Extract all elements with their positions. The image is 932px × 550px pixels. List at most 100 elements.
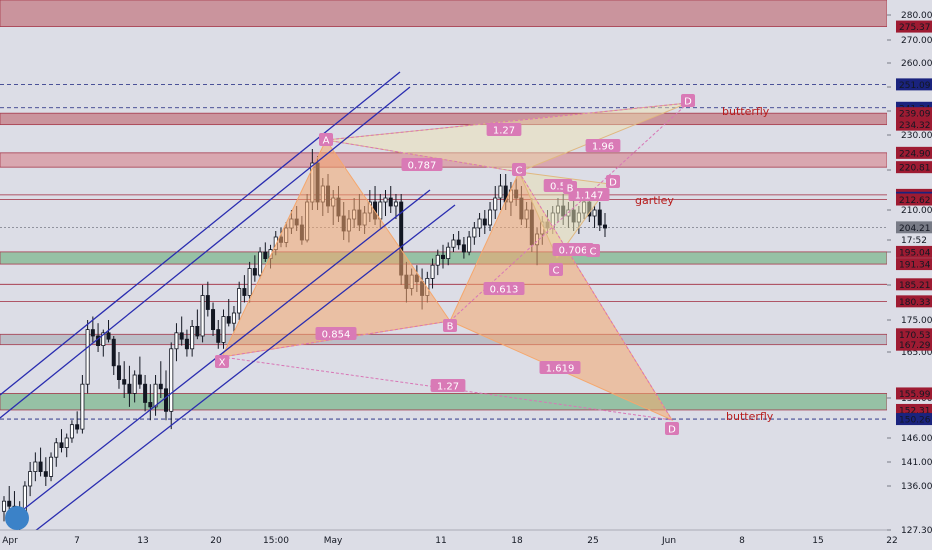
price-label-box: [896, 387, 932, 400]
ratio-line-1: [325, 139, 520, 173]
price-label: 191.34: [899, 261, 931, 271]
candle: [127, 383, 132, 394]
price-label-box: [896, 338, 932, 351]
candle: [111, 338, 116, 367]
point-label-box: [563, 181, 577, 194]
ratio-label: 1.27: [437, 382, 459, 393]
x-tick-label: 15: [812, 536, 823, 546]
point-label: X: [219, 358, 226, 369]
candle: [85, 329, 90, 385]
price-label-box: [896, 118, 932, 131]
candle: [477, 218, 482, 229]
y-tick-label: 127.30: [901, 526, 932, 536]
price-label-box: [896, 278, 932, 291]
y-tick-label: 280.00: [901, 11, 932, 21]
point-label-box: [215, 355, 229, 368]
candle: [64, 437, 69, 449]
candle: [75, 424, 80, 430]
channel-line-0: [0, 71, 401, 396]
candle: [132, 374, 137, 394]
candle: [106, 332, 111, 340]
x-tick-label: May: [324, 536, 343, 546]
x-tick-label: 20: [210, 536, 222, 546]
candle: [137, 374, 142, 385]
ratio-label-box: [585, 139, 621, 152]
point-label: D: [668, 425, 676, 436]
price-label-box: [896, 107, 932, 120]
candle: [190, 325, 195, 350]
candle: [597, 209, 602, 226]
price-label: 204.21: [899, 224, 931, 234]
countdown-label: 17:52: [901, 236, 927, 246]
price-label: 195.04: [899, 248, 931, 258]
x-tick-label: 13: [137, 536, 148, 546]
channel-line-3: [29, 204, 456, 536]
ratio-label: 0.854: [322, 330, 351, 341]
price-label: 180.33: [899, 298, 931, 308]
y-tick-label: 230.00: [901, 131, 932, 141]
tradingview-logo-icon[interactable]: [5, 506, 29, 530]
candle: [451, 239, 456, 248]
ratio-label-box: [315, 327, 357, 340]
candle: [482, 218, 487, 226]
candle: [164, 388, 169, 412]
ratio-label-box: [483, 282, 525, 295]
candle: [242, 288, 247, 296]
price-label-box: [896, 193, 932, 206]
price-label-box: [896, 20, 932, 33]
point-label: A: [323, 136, 330, 147]
candle: [383, 197, 388, 203]
x-tick-label: 22: [886, 536, 897, 546]
price-label: 224.90: [899, 149, 931, 159]
x-tick-label: 18: [511, 536, 523, 546]
y-tick-label: 260.00: [901, 59, 932, 69]
point-label-box: [681, 94, 695, 107]
price-label: 275.37: [899, 23, 931, 33]
price-label-box: [896, 221, 932, 234]
price-axis: [887, 0, 932, 550]
price-label-box: [896, 295, 932, 308]
candle: [493, 197, 498, 211]
x-tick-label: 7: [74, 536, 80, 546]
candle: [456, 239, 461, 246]
candle: [195, 325, 200, 337]
candle: [122, 379, 127, 385]
candle: [258, 251, 263, 276]
ratio-label-box: [539, 361, 581, 374]
candle: [592, 209, 597, 217]
y-tick-label: 141.00: [901, 458, 932, 468]
ratio-label-box: [401, 158, 443, 171]
ratio-label-box: [552, 243, 594, 256]
candle: [28, 471, 33, 487]
candle: [378, 201, 383, 220]
point-label-box: [606, 175, 620, 188]
x-tick-label: 11: [435, 536, 446, 546]
x-tick-label: 25: [587, 536, 598, 546]
candle: [148, 402, 153, 408]
zone-5: [0, 393, 888, 411]
candle: [252, 268, 257, 276]
x-tick-label: Jun: [661, 536, 676, 546]
candle: [393, 201, 398, 207]
zone-4: [0, 333, 888, 346]
point-label-box: [319, 133, 333, 146]
price-label: 212.62: [899, 196, 931, 206]
candle: [158, 383, 163, 390]
price-label-box: [896, 258, 932, 271]
candle: [200, 295, 205, 337]
price-label: 251.09: [899, 81, 931, 91]
point-label-box: [665, 422, 679, 435]
candle: [430, 264, 435, 279]
candle: [116, 365, 121, 380]
y-tick-label: 146.00: [901, 434, 932, 444]
candle: [179, 332, 184, 340]
price-label: 185.21: [899, 281, 931, 291]
candle: [2, 500, 7, 512]
x-tick-label: 8: [739, 536, 745, 546]
price-label-box: [896, 413, 932, 426]
candle: [174, 332, 179, 350]
point-label-box: [549, 263, 563, 276]
